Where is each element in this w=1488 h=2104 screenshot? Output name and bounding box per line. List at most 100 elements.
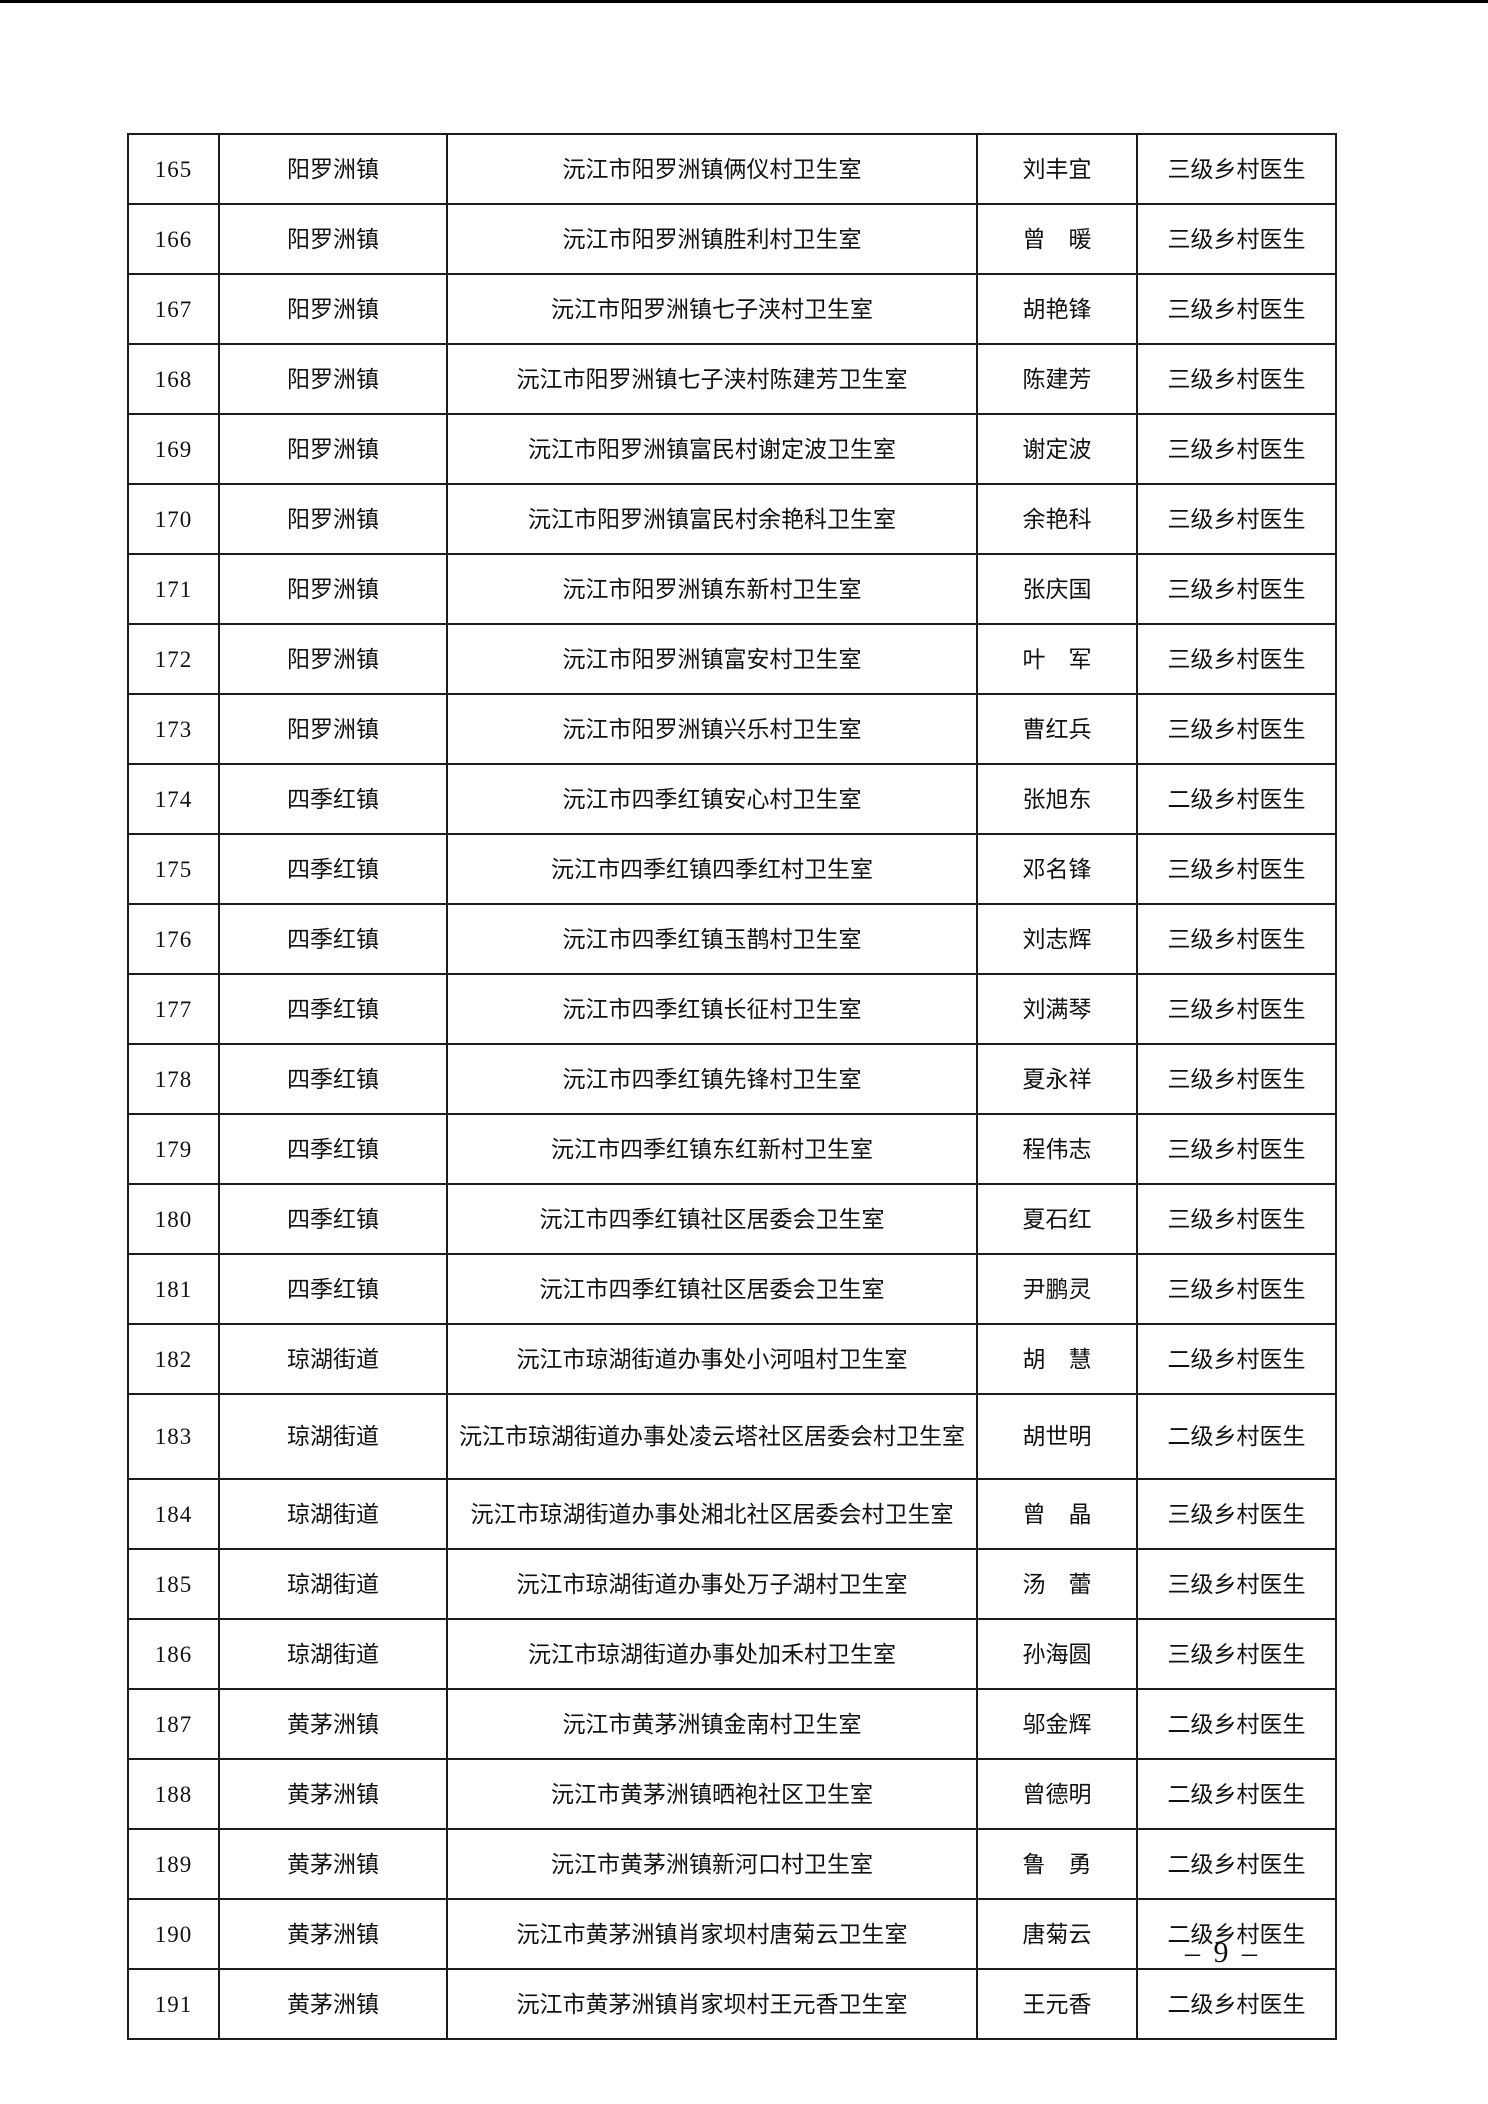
doctor-level-cell: 三级乡村医生 [1136,133,1337,205]
clinic-name-cell: 沅江市阳罗洲镇兴乐村卫生室 [446,693,978,765]
doctor-level-cell: 三级乡村医生 [1136,973,1337,1045]
doctors-table-body: 165 阳罗洲镇 沅江市阳罗洲镇俩仪村卫生室 刘丰宜 三级乡村医生 166 阳罗洲镇 沅江市阳… [127,133,1337,2040]
row-number-cell: 179 [127,1113,220,1185]
town-cell: 黄茅洲镇 [218,1688,448,1760]
doctor-name-cell: 曾德明 [976,1758,1138,1830]
row-number-cell: 176 [127,903,220,975]
town-cell: 阳罗洲镇 [218,413,448,485]
doctor-name-cell: 余艳科 [976,483,1138,555]
town-cell: 阳罗洲镇 [218,203,448,275]
doctor-name-cell: 张旭东 [976,763,1138,835]
row-number-cell: 174 [127,763,220,835]
doctor-level-cell: 三级乡村医生 [1136,1183,1337,1255]
clinic-name-cell: 沅江市四季红镇玉鹊村卫生室 [446,903,978,975]
doctor-level-cell: 三级乡村医生 [1136,1618,1337,1690]
doctor-name-cell: 鲁 勇 [976,1828,1138,1900]
doctor-name-cell: 张庆国 [976,553,1138,625]
doctor-level-cell: 二级乡村医生 [1136,1898,1337,1970]
doctor-name-cell: 夏永祥 [976,1043,1138,1115]
table-row: 174 四季红镇 沅江市四季红镇安心村卫生室 张旭东 二级乡村医生 [127,763,1337,835]
row-number-cell: 187 [127,1688,220,1760]
doctor-level-cell: 三级乡村医生 [1136,273,1337,345]
table-row: 183 琼湖街道 沅江市琼湖街道办事处凌云塔社区居委会村卫生室 胡世明 二级乡村医生 [127,1393,1337,1480]
town-cell: 四季红镇 [218,833,448,905]
doctor-name-cell: 孙海圆 [976,1618,1138,1690]
clinic-name-cell: 沅江市四季红镇先锋村卫生室 [446,1043,978,1115]
clinic-name-cell: 沅江市阳罗洲镇富民村谢定波卫生室 [446,413,978,485]
doctor-level-cell: 二级乡村医生 [1136,763,1337,835]
row-number-cell: 178 [127,1043,220,1115]
clinic-name-cell: 沅江市黄茅洲镇新河口村卫生室 [446,1828,978,1900]
table-row: 188 黄茅洲镇 沅江市黄茅洲镇晒袍社区卫生室 曾德明 二级乡村医生 [127,1758,1337,1830]
town-cell: 四季红镇 [218,1183,448,1255]
table-row: 176 四季红镇 沅江市四季红镇玉鹊村卫生室 刘志辉 三级乡村医生 [127,903,1337,975]
doctor-name-cell: 胡世明 [976,1393,1138,1480]
town-cell: 四季红镇 [218,1253,448,1325]
town-cell: 四季红镇 [218,1043,448,1115]
doctor-name-cell: 程伟志 [976,1113,1138,1185]
town-cell: 阳罗洲镇 [218,343,448,415]
row-number-cell: 184 [127,1478,220,1550]
table-row: 191 黄茅洲镇 沅江市黄茅洲镇肖家坝村王元香卫生室 王元香 二级乡村医生 [127,1968,1337,2040]
table-row: 169 阳罗洲镇 沅江市阳罗洲镇富民村谢定波卫生室 谢定波 三级乡村医生 [127,413,1337,485]
doctor-level-cell: 三级乡村医生 [1136,1253,1337,1325]
table-row: 187 黄茅洲镇 沅江市黄茅洲镇金南村卫生室 邬金辉 二级乡村医生 [127,1688,1337,1760]
table-row: 168 阳罗洲镇 沅江市阳罗洲镇七子浃村陈建芳卫生室 陈建芳 三级乡村医生 [127,343,1337,415]
table-row: 175 四季红镇 沅江市四季红镇四季红村卫生室 邓名锋 三级乡村医生 [127,833,1337,905]
row-number-cell: 171 [127,553,220,625]
table-row: 177 四季红镇 沅江市四季红镇长征村卫生室 刘满琴 三级乡村医生 [127,973,1337,1045]
row-number-cell: 180 [127,1183,220,1255]
doctor-name-cell: 汤 蕾 [976,1548,1138,1620]
table-row: 186 琼湖街道 沅江市琼湖街道办事处加禾村卫生室 孙海圆 三级乡村医生 [127,1618,1337,1690]
town-cell: 黄茅洲镇 [218,1828,448,1900]
doctor-name-cell: 叶 军 [976,623,1138,695]
town-cell: 黄茅洲镇 [218,1968,448,2040]
row-number-cell: 170 [127,483,220,555]
town-cell: 四季红镇 [218,903,448,975]
row-number-cell: 183 [127,1393,220,1480]
table-row: 179 四季红镇 沅江市四季红镇东红新村卫生室 程伟志 三级乡村医生 [127,1113,1337,1185]
row-number-cell: 185 [127,1548,220,1620]
doctor-level-cell: 三级乡村医生 [1136,623,1337,695]
clinic-name-cell: 沅江市黄茅洲镇晒袍社区卫生室 [446,1758,978,1830]
table-row: 171 阳罗洲镇 沅江市阳罗洲镇东新村卫生室 张庆国 三级乡村医生 [127,553,1337,625]
row-number-cell: 175 [127,833,220,905]
table-row: 180 四季红镇 沅江市四季红镇社区居委会卫生室 夏石红 三级乡村医生 [127,1183,1337,1255]
clinic-name-cell: 沅江市阳罗洲镇富安村卫生室 [446,623,978,695]
page-top-edge-line [0,0,1488,3]
clinic-name-cell: 沅江市阳罗洲镇胜利村卫生室 [446,203,978,275]
row-number-cell: 168 [127,343,220,415]
table-row: 166 阳罗洲镇 沅江市阳罗洲镇胜利村卫生室曾 暖三级乡村医生 [127,203,1337,275]
clinic-name-cell: 沅江市琼湖街道办事处小河咀村卫生室 [446,1323,978,1395]
doctor-name-cell: 胡 慧 [976,1323,1138,1395]
doctor-level-cell: 三级乡村医生 [1136,203,1337,275]
table-row: 184 琼湖街道 沅江市琼湖街道办事处湘北社区居委会村卫生室曾 晶三级乡村医生 [127,1478,1337,1550]
clinic-name-cell: 沅江市四季红镇安心村卫生室 [446,763,978,835]
town-cell: 阳罗洲镇 [218,133,448,205]
town-cell: 四季红镇 [218,1113,448,1185]
table-row: 185 琼湖街道 沅江市琼湖街道办事处万子湖村卫生室汤 蕾三级乡村医生 [127,1548,1337,1620]
clinic-name-cell: 沅江市阳罗洲镇俩仪村卫生室 [446,133,978,205]
clinic-name-cell: 沅江市琼湖街道办事处加禾村卫生室 [446,1618,978,1690]
doctor-level-cell: 三级乡村医生 [1136,693,1337,765]
doctor-name-cell: 刘满琴 [976,973,1138,1045]
table-row: 190 黄茅洲镇 沅江市黄茅洲镇肖家坝村唐菊云卫生室 唐菊云 二级乡村医生 [127,1898,1337,1970]
clinic-name-cell: 沅江市黄茅洲镇金南村卫生室 [446,1688,978,1760]
row-number-cell: 165 [127,133,220,205]
row-number-cell: 191 [127,1968,220,2040]
row-number-cell: 188 [127,1758,220,1830]
town-cell: 琼湖街道 [218,1618,448,1690]
table-row: 189 黄茅洲镇 沅江市黄茅洲镇新河口村卫生室鲁 勇二级乡村医生 [127,1828,1337,1900]
doctor-level-cell: 三级乡村医生 [1136,833,1337,905]
town-cell: 琼湖街道 [218,1548,448,1620]
town-cell: 黄茅洲镇 [218,1898,448,1970]
doctor-level-cell: 三级乡村医生 [1136,1113,1337,1185]
row-number-cell: 172 [127,623,220,695]
doctor-name-cell: 曾 晶 [976,1478,1138,1550]
doctors-table: 165 阳罗洲镇 沅江市阳罗洲镇俩仪村卫生室 刘丰宜 三级乡村医生 166 阳罗洲镇 沅江市阳… [127,133,1337,2040]
table-row: 181 四季红镇 沅江市四季红镇社区居委会卫生室 尹鹏灵 三级乡村医生 [127,1253,1337,1325]
doctor-name-cell: 刘丰宜 [976,133,1138,205]
row-number-cell: 177 [127,973,220,1045]
doctor-level-cell: 二级乡村医生 [1136,1393,1337,1480]
